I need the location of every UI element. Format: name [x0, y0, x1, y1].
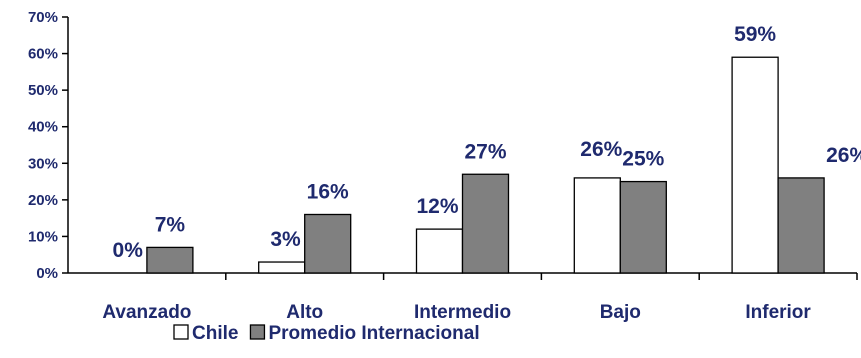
bar-promedio-alto	[304, 213, 352, 274]
y-tick-label: 20%	[28, 192, 58, 209]
data-label-chile: 3%	[270, 228, 301, 251]
y-axis-ticks: 0% 10% 20% 30% 40% 50% 60% 70%	[28, 9, 68, 282]
bar-promedio-inferior	[777, 177, 825, 274]
category-label: Avanzado	[102, 302, 191, 323]
data-label-promedio: 7%	[155, 213, 186, 236]
y-tick-label: 50%	[28, 82, 58, 99]
category-label: Bajo	[600, 302, 641, 323]
y-tick-label: 60%	[28, 46, 58, 63]
bar-promedio-avanzado	[146, 246, 194, 274]
y-tick-label: 30%	[28, 155, 58, 172]
y-tick-label: 70%	[28, 9, 58, 26]
bar-chile-bajo	[573, 177, 621, 274]
legend-swatch-promedio	[249, 324, 266, 340]
category-label: Alto	[286, 302, 323, 323]
data-labels: 0%7%3%16%12%27%26%25%59%26%	[113, 23, 861, 262]
legend-label-promedio: Promedio Internacional	[268, 323, 479, 344]
bars	[146, 56, 825, 274]
category-labels: Avanzado Alto Intermedio Bajo Inferior	[102, 302, 811, 323]
data-label-chile: 26%	[580, 138, 622, 161]
data-label-promedio: 25%	[622, 148, 664, 171]
legend-label-chile: Chile	[192, 323, 238, 344]
data-label-promedio: 27%	[464, 140, 506, 163]
category-label: Intermedio	[414, 302, 511, 323]
y-tick-label: 10%	[28, 228, 58, 245]
data-label-chile: 12%	[416, 195, 458, 218]
data-label-chile: 0%	[113, 239, 144, 262]
bar-promedio-bajo	[619, 180, 667, 274]
y-tick-label: 40%	[28, 119, 58, 136]
legend: Chile Promedio Internacional	[173, 323, 480, 344]
bar-chile-intermedio	[415, 228, 464, 274]
y-tick-label: 0%	[36, 265, 58, 282]
data-label-promedio: 16%	[307, 180, 349, 203]
data-label-chile: 59%	[734, 23, 776, 46]
category-label: Inferior	[745, 302, 811, 323]
bar-chile-inferior	[731, 56, 779, 274]
bar-chile-alto	[258, 261, 306, 274]
data-label-promedio: 26%	[826, 144, 861, 167]
bar-promedio-intermedio	[461, 173, 510, 274]
legend-swatch-chile	[173, 324, 189, 340]
